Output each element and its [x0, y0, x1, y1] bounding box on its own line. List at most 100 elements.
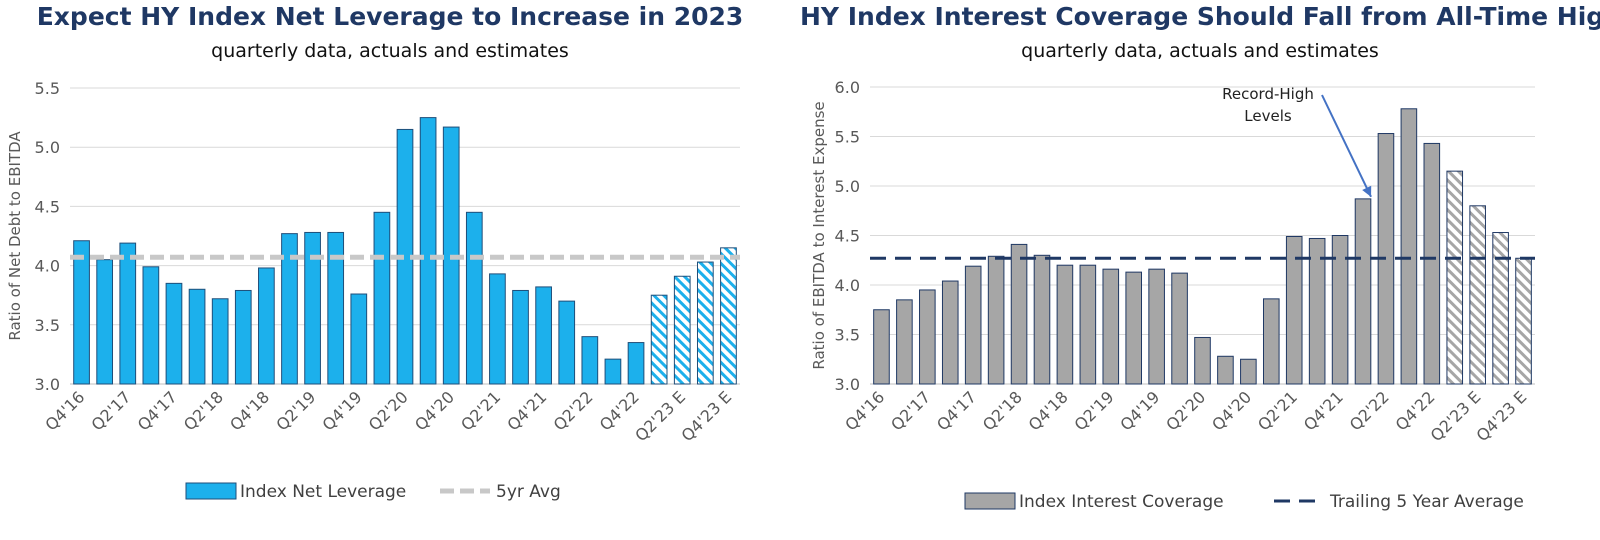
y-tick-label: 3.5	[835, 326, 860, 345]
x-tick-label: Q2'17	[887, 387, 934, 434]
x-tick-label: Q4'17	[933, 387, 980, 434]
coverage-chart-panel: HY Index Interest Coverage Should Fall f…	[800, 0, 1600, 540]
chart-subtitle: quarterly data, actuals and estimates	[211, 40, 569, 62]
bar	[211, 298, 229, 385]
x-tick-label: Q2'19	[272, 387, 319, 434]
estimate-bar	[1492, 232, 1509, 385]
x-tick-label: Q4'21	[503, 387, 550, 434]
bar	[119, 242, 137, 385]
x-tick-label: Q4'19	[1116, 387, 1163, 434]
estimate-bar	[1469, 205, 1486, 385]
x-tick-label: Q2'22	[550, 387, 597, 434]
chart-subtitle: quarterly data, actuals and estimates	[1021, 40, 1379, 62]
y-tick-label: 3.5	[35, 316, 60, 335]
bar	[96, 259, 114, 385]
legend-label: 5yr Avg	[496, 482, 561, 502]
y-tick-label: 4.5	[835, 227, 860, 246]
bar	[1423, 142, 1441, 385]
annotation-text: Levels	[1244, 107, 1292, 125]
chart-title: Expect HY Index Net Leverage to Increase…	[36, 2, 744, 31]
bar	[465, 211, 483, 385]
legend-label: Index Interest Coverage	[1019, 492, 1224, 512]
x-tick-label: Q4'23 E	[677, 387, 735, 445]
legend-label: Index Net Leverage	[240, 482, 406, 502]
bar	[1125, 271, 1143, 385]
y-tick-label: 4.5	[35, 197, 60, 216]
bar	[896, 299, 913, 385]
y-tick-label: 6.0	[835, 78, 860, 97]
x-tick-label: Q2'23 E	[1427, 387, 1485, 445]
annotation-text: Record-High	[1222, 85, 1314, 103]
bar	[1217, 355, 1234, 385]
bar	[1285, 235, 1303, 385]
bar	[1010, 243, 1028, 385]
bar	[604, 358, 622, 385]
x-tick-label: Q2'20	[365, 387, 412, 434]
bar	[873, 309, 890, 385]
bar	[1102, 268, 1120, 385]
coverage-bar-chart: 3.0 3.5 4.0 4.5 5.0 5.5 6.0 Ratio of EBITDA to …	[810, 78, 1535, 512]
bar	[234, 289, 252, 385]
bar	[1033, 254, 1051, 385]
legend-swatch-bars	[185, 482, 237, 500]
x-tick-label: Q2'22	[1346, 387, 1393, 434]
bar	[1056, 264, 1074, 385]
bar	[281, 233, 298, 385]
bar	[73, 240, 90, 385]
y-axis-label: Ratio of Net Debt to EBITDA	[6, 131, 24, 341]
bar	[373, 211, 391, 385]
bar	[1148, 268, 1165, 385]
y-tick-label: 4.0	[835, 276, 860, 295]
y-axis-label: Ratio of EBITDA to Interest Expense	[810, 101, 828, 369]
estimate-bar	[650, 294, 668, 385]
bar	[581, 336, 599, 385]
x-tick-label: Q2'19	[1071, 387, 1118, 434]
x-tick-label: Q2'21	[457, 387, 504, 434]
leverage-bar-chart: 3.0 3.5 4.0 4.5 5.0 5.5 Ratio of Net Debt to E…	[6, 79, 740, 502]
bar	[419, 117, 437, 385]
bar	[558, 300, 576, 385]
y-tick-label: 5.5	[835, 128, 860, 147]
x-tick-label: Q2'21	[1254, 387, 1301, 434]
x-tick-label: Q4'21	[1300, 387, 1347, 434]
y-tick-label: 5.0	[35, 138, 60, 157]
chart-title: HY Index Interest Coverage Should Fall f…	[800, 2, 1600, 31]
bar	[987, 255, 1005, 385]
bar	[535, 286, 552, 385]
x-tick-label: Q2'17	[88, 387, 135, 434]
x-tick-label: Q4'17	[134, 387, 181, 434]
bar	[1400, 108, 1418, 385]
legend-label: Trailing 5 Year Average	[1329, 492, 1524, 512]
bar	[327, 231, 345, 385]
bar	[1240, 358, 1257, 385]
bar	[304, 231, 321, 385]
bar	[1331, 235, 1349, 385]
bar	[964, 265, 982, 385]
x-tick-label: Q4'20	[411, 387, 458, 434]
x-tick-label: Q2'18	[180, 387, 227, 434]
x-tick-label: Q4'20	[1208, 387, 1255, 434]
leverage-chart-panel: Expect HY Index Net Leverage to Increase…	[0, 0, 780, 540]
bar	[1308, 237, 1326, 385]
bar	[1171, 272, 1188, 385]
estimate-bar	[696, 261, 714, 385]
x-tick-label: Q4'16	[841, 387, 888, 434]
bar	[1262, 298, 1280, 385]
bar	[489, 273, 506, 385]
bar	[258, 267, 275, 385]
x-tick-label: Q2'20	[1162, 387, 1209, 434]
bar	[512, 289, 529, 385]
bar	[919, 289, 936, 385]
y-tick-label: 5.5	[35, 79, 60, 98]
estimate-bar	[1446, 170, 1464, 385]
x-tick-label: Q2'23 E	[631, 387, 689, 445]
bar	[941, 280, 959, 385]
y-tick-label: 5.0	[835, 177, 860, 196]
y-tick-label: 3.0	[35, 375, 60, 394]
y-tick-label: 4.0	[35, 257, 60, 276]
bar	[142, 266, 160, 385]
x-tick-label: Q4'19	[319, 387, 366, 434]
x-tick-label: Q4'18	[226, 387, 273, 434]
bar	[188, 288, 206, 385]
annotation-arrow-line	[1321, 94, 1372, 198]
